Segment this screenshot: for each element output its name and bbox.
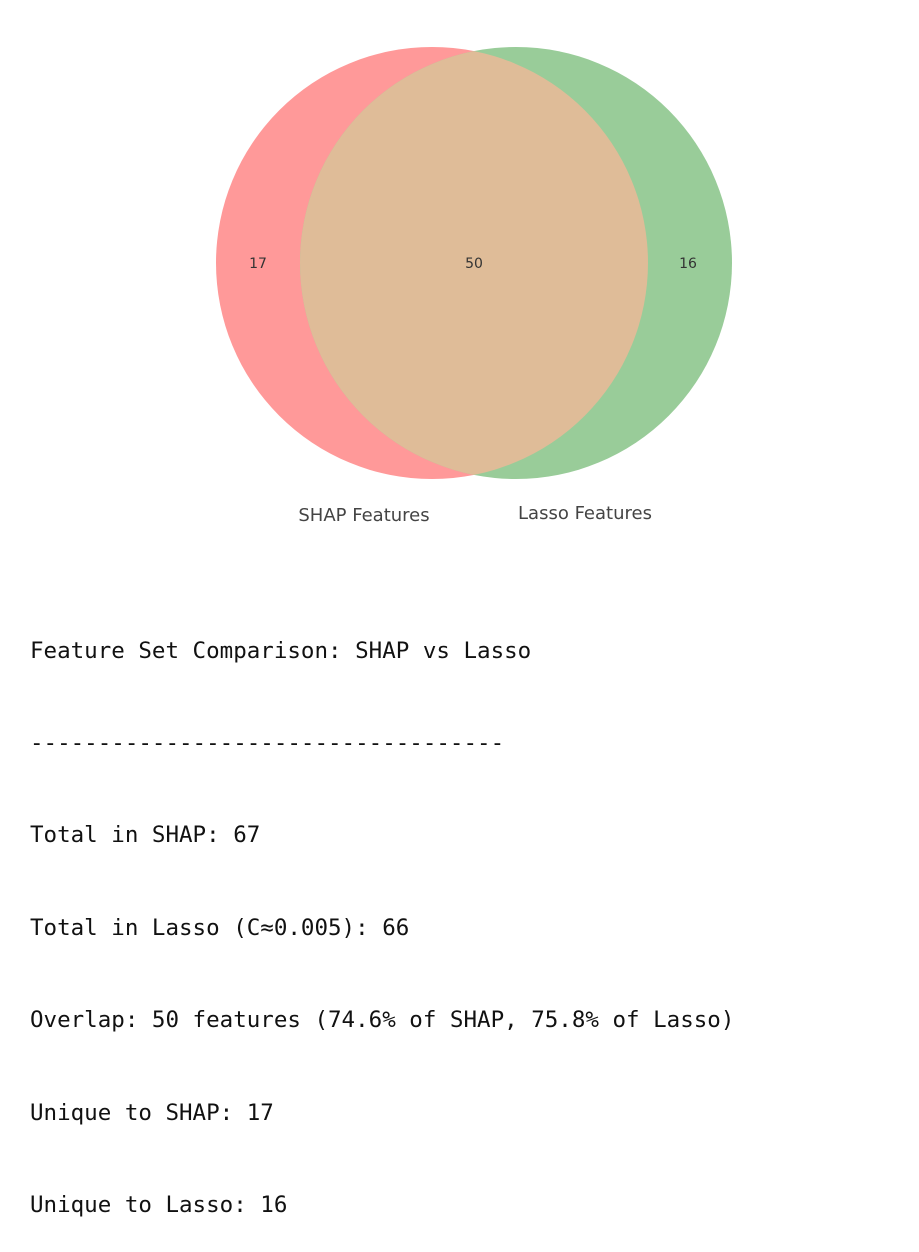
summary-title: Feature Set Comparison: SHAP vs Lasso — [30, 637, 532, 664]
comparison-summary: Feature Set Comparison: SHAP vs Lasso --… — [30, 574, 734, 1252]
summary-total-lasso: Total in Lasso (C≈0.005): 66 — [30, 914, 410, 941]
venn-diagram: 17 50 16 SHAP Features Lasso Features — [216, 47, 732, 526]
shap-only-count: 17 — [249, 256, 267, 272]
overlap-count: 50 — [465, 256, 483, 272]
lasso-only-count: 16 — [679, 256, 697, 272]
summary-unique-shap: Unique to SHAP: 17 — [30, 1099, 274, 1126]
lasso-set-label: Lasso Features — [518, 503, 652, 524]
summary-total-shap: Total in SHAP: 67 — [30, 822, 261, 849]
summary-overlap: Overlap: 50 features (74.6% of SHAP, 75.… — [30, 1007, 735, 1034]
summary-unique-lasso: Unique to Lasso: 16 — [30, 1191, 288, 1218]
shap-set-label: SHAP Features — [298, 505, 429, 526]
summary-divider: ----------------------------------- — [30, 729, 505, 756]
